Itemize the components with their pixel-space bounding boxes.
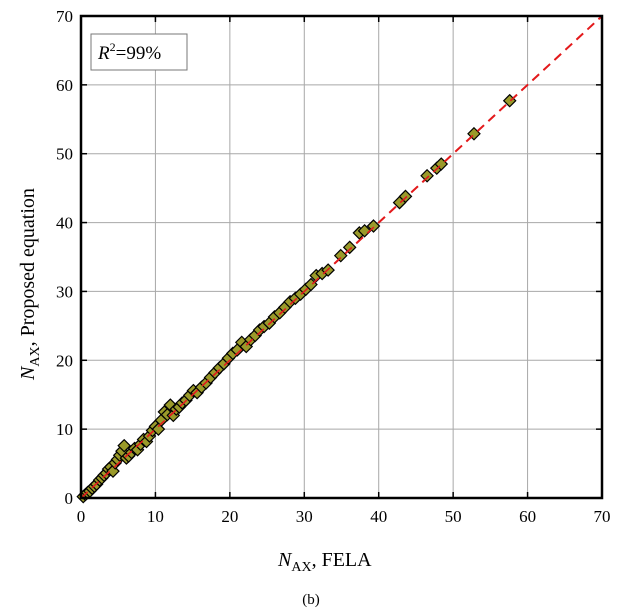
- y-axis-suffix: , Proposed equation: [17, 188, 39, 346]
- y-tick-label: 10: [56, 420, 73, 439]
- x-tick-label: 40: [370, 507, 387, 526]
- data-point: [398, 189, 413, 204]
- data-point: [117, 438, 132, 453]
- data-points: [76, 15, 603, 504]
- x-tick-label: 10: [147, 507, 164, 526]
- data-point: [366, 219, 381, 233]
- y-axis-symbol: N: [17, 365, 39, 381]
- data-point: [333, 248, 348, 263]
- x-tick-label: 50: [445, 507, 462, 526]
- y-tick-label: 40: [56, 214, 73, 233]
- x-tick-label: 70: [594, 507, 611, 526]
- x-tick-label: 0: [77, 507, 86, 526]
- r2-superscript: 2: [110, 40, 116, 54]
- svg-text:R2=99%: R2=99%: [97, 40, 161, 64]
- x-tick-label: 30: [296, 507, 313, 526]
- x-tick-label: 60: [519, 507, 536, 526]
- y-tick-label: 60: [56, 76, 73, 95]
- r2-annotation: R2=99%: [90, 33, 188, 71]
- r2-symbol: R: [97, 43, 110, 64]
- y-axis-subscript: AX: [28, 346, 43, 366]
- x-axis-suffix: , FELA: [312, 549, 373, 571]
- y-tick-label: 30: [56, 282, 73, 301]
- x-axis-subscript: AX: [291, 560, 311, 575]
- grid-lines: [81, 16, 602, 498]
- y-tick-label: 70: [56, 7, 73, 26]
- x-axis-label: NAX, FELA: [277, 549, 372, 575]
- data-point: [357, 223, 372, 238]
- figure-caption: (b): [302, 592, 320, 608]
- y-tick-label: 20: [56, 351, 73, 370]
- y-tick-label: 0: [65, 489, 74, 508]
- data-point: [342, 240, 357, 255]
- r2-value: =99%: [116, 43, 162, 64]
- x-tick-label: 20: [221, 507, 238, 526]
- axis-ticks: 0 10 20 30 40 50 60 70 0 10 20 30 40 50 60 70: [56, 7, 611, 526]
- plot-frame: [79, 14, 604, 500]
- y-tick-label: 50: [56, 145, 73, 164]
- x-axis-symbol: N: [277, 549, 293, 571]
- data-point: [420, 168, 434, 183]
- y-axis-label: NAX, Proposed equation: [17, 188, 43, 381]
- reference-line-overlay: [80, 15, 603, 499]
